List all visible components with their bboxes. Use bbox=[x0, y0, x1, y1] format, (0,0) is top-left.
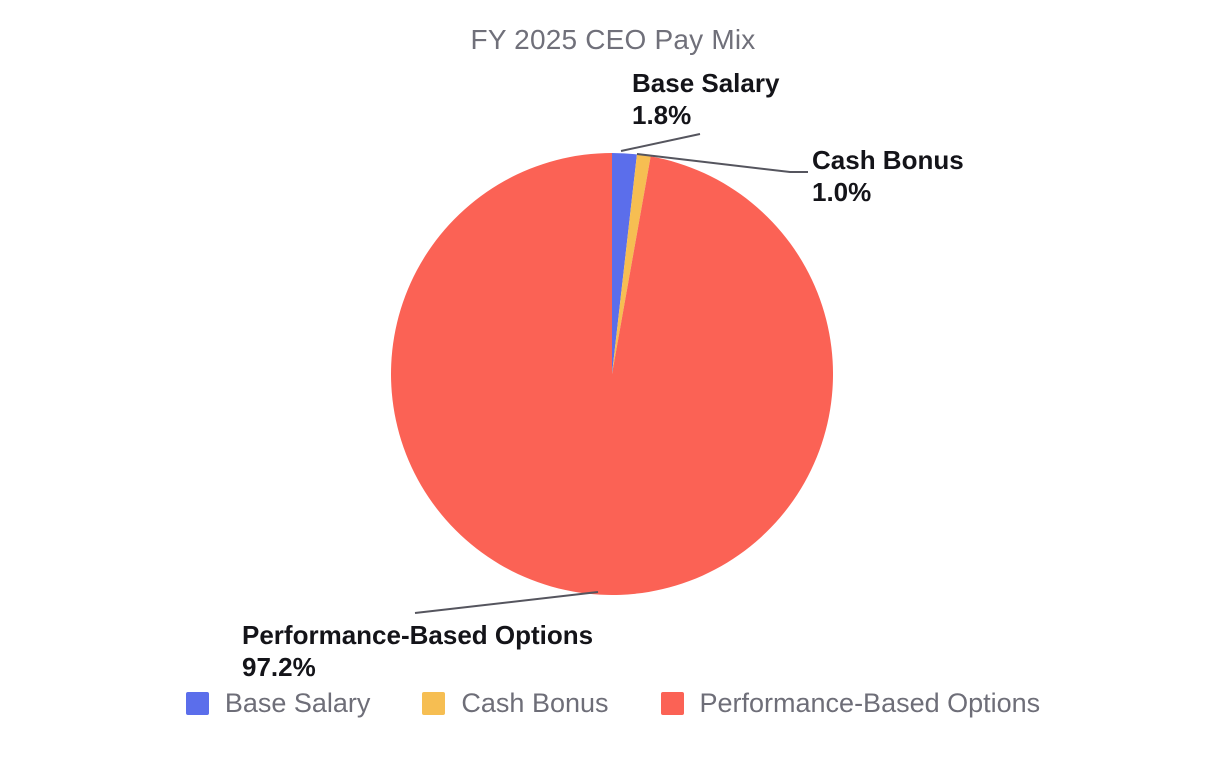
legend-item-cash-bonus[interactable]: Cash Bonus bbox=[422, 688, 609, 719]
pie-slice-cash-bonus[interactable] bbox=[612, 154, 651, 374]
legend: Base Salary Cash Bonus Performance-Based… bbox=[0, 688, 1226, 719]
slice-label-cash-bonus: Cash Bonus 1.0% bbox=[812, 144, 964, 208]
slice-label-value: 1.8% bbox=[632, 100, 692, 130]
slice-label-base-salary: Base Salary 1.8% bbox=[632, 67, 779, 131]
leader-line-base-salary bbox=[620, 133, 701, 152]
slice-label-name: Performance-Based Options bbox=[242, 620, 594, 650]
pie bbox=[391, 153, 833, 595]
slice-label-value: 97.2% bbox=[242, 652, 316, 682]
legend-label: Cash Bonus bbox=[461, 688, 609, 718]
legend-swatch bbox=[660, 692, 684, 715]
legend-item-base-salary[interactable]: Base Salary bbox=[185, 688, 371, 719]
pie-slice-performance-based-options[interactable] bbox=[391, 153, 833, 595]
slice-label-performance: Performance-Based Options 97.2% bbox=[242, 619, 593, 683]
pie-slice-base-salary[interactable] bbox=[612, 153, 637, 374]
legend-swatch bbox=[185, 692, 209, 715]
slice-label-value: 1.0% bbox=[812, 177, 872, 207]
legend-label: Base Salary bbox=[224, 688, 371, 718]
legend-swatch bbox=[422, 692, 446, 715]
legend-item-performance-based-options[interactable]: Performance-Based Options bbox=[660, 688, 1041, 719]
slice-label-name: Base Salary bbox=[632, 68, 780, 98]
leader-line-performance bbox=[414, 591, 599, 614]
chart-title: FY 2025 CEO Pay Mix bbox=[470, 24, 756, 55]
legend-label: Performance-Based Options bbox=[699, 688, 1041, 718]
slice-label-name: Cash Bonus bbox=[812, 145, 964, 175]
